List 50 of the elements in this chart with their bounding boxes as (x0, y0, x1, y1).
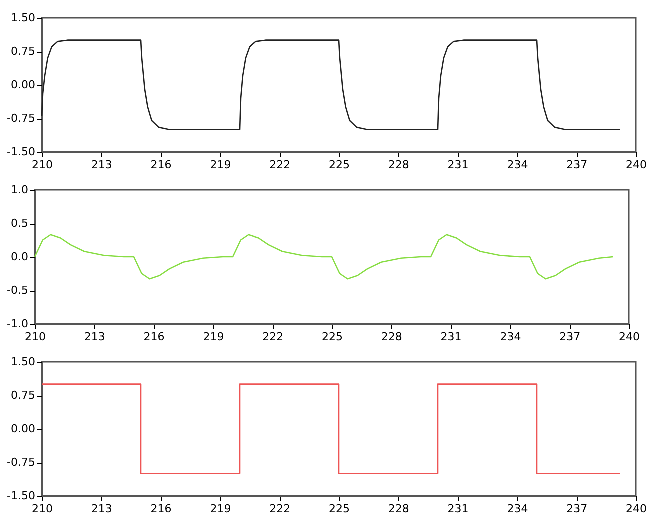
y-tick-label: 0.0 (11, 250, 28, 264)
x-tick-label: 231 (448, 502, 469, 516)
x-tick-label: 234 (507, 502, 528, 516)
x-tick-label: 222 (262, 330, 284, 344)
x-tick-label: 237 (560, 330, 581, 344)
x-tick-label: 228 (388, 158, 410, 172)
x-tick-label: 225 (322, 330, 343, 344)
x-tick-label: 210 (32, 502, 53, 516)
line-series (41, 40, 621, 130)
y-tick-label: 0.75 (11, 389, 36, 402)
x-tick-label: 225 (329, 158, 350, 172)
x-tick-label: 228 (381, 330, 402, 344)
y-tick-label: -0.5 (7, 284, 28, 297)
y-tick-label: -1.50 (7, 490, 36, 502)
y-tick-label: 0.5 (11, 217, 28, 230)
x-tick-label: 219 (210, 158, 232, 172)
y-tick-label: 1.50 (11, 356, 36, 368)
x-tick-label: 240 (626, 502, 647, 516)
x-tick-label: 213 (91, 502, 112, 516)
x-tick-label: 219 (210, 502, 232, 516)
x-tick-label: 240 (626, 158, 647, 172)
x-tick-label: 210 (25, 330, 46, 344)
y-tick-label: -0.75 (7, 456, 36, 469)
x-tick-label: 231 (440, 330, 462, 344)
x-tick-label: 213 (84, 330, 106, 344)
x-tick-label: 231 (448, 158, 469, 172)
y-tick-label: -1.50 (7, 146, 36, 158)
x-tick-label: 213 (91, 158, 112, 172)
x-tick-label: 216 (150, 502, 172, 516)
y-tick-label: -1.0 (7, 318, 28, 330)
x-tick-label: 210 (32, 158, 53, 172)
x-tick-label: 225 (329, 502, 350, 516)
y-tick-label: 0.00 (11, 78, 36, 92)
x-tick-label: 222 (270, 158, 291, 172)
x-tick-label: 216 (144, 330, 165, 344)
y-tick-label: 0.75 (11, 45, 36, 58)
x-tick-label: 228 (388, 502, 410, 516)
x-tick-label: 234 (507, 158, 528, 172)
x-tick-label: 237 (566, 158, 588, 172)
y-tick-label: 0.00 (11, 422, 36, 436)
y-tick-label: -0.75 (7, 112, 36, 125)
line-series (34, 234, 614, 280)
x-tick-label: 234 (500, 330, 522, 344)
x-tick-label: 222 (270, 502, 291, 516)
x-tick-label: 237 (566, 502, 588, 516)
x-tick-label: 216 (150, 158, 172, 172)
x-tick-label: 219 (203, 330, 224, 344)
y-tick-label: 1.0 (11, 184, 28, 196)
x-tick-label: 240 (619, 330, 640, 344)
y-tick-label: 1.50 (11, 12, 36, 24)
